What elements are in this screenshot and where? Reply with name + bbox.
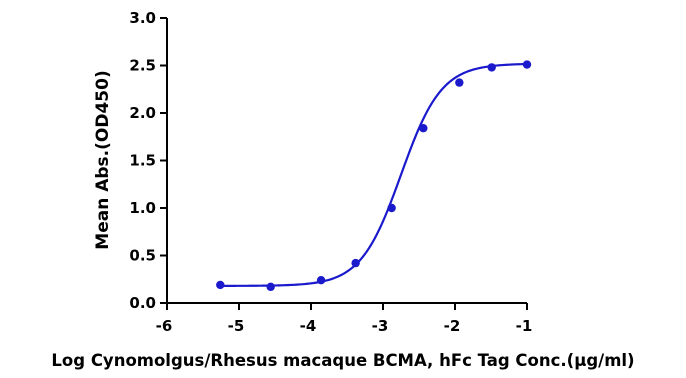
y-tick-label: 0.0 bbox=[129, 294, 156, 312]
x-tick-label: -5 bbox=[228, 317, 245, 335]
data-point bbox=[316, 276, 326, 285]
x-tick-label: -6 bbox=[156, 317, 173, 335]
x-tick-label: -1 bbox=[516, 317, 533, 335]
y-axis-ticks: 0.0 0.5 1.0 1.5 2.0 2.5 3.0 bbox=[129, 9, 167, 312]
data-point bbox=[216, 280, 225, 290]
y-axis-title: Mean Abs.(OD450) bbox=[93, 70, 113, 249]
data-point bbox=[487, 63, 496, 72]
x-tick-label: -2 bbox=[444, 317, 461, 335]
y-tick-label: 3.0 bbox=[129, 9, 156, 27]
data-point bbox=[351, 258, 360, 268]
y-tick-label: 0.5 bbox=[129, 247, 156, 265]
x-tick-label: -4 bbox=[300, 317, 317, 335]
y-tick-label: 2.5 bbox=[129, 57, 156, 75]
y-tick-label: 2.0 bbox=[129, 104, 156, 122]
x-axis-title: Log Cynomolgus/Rhesus macaque BCMA, hFc … bbox=[51, 351, 634, 370]
data-point bbox=[455, 78, 464, 87]
data-point bbox=[387, 203, 396, 213]
fit-curve bbox=[220, 62, 528, 287]
data-point bbox=[266, 282, 275, 292]
y-tick-label: 1.5 bbox=[129, 152, 156, 170]
y-tick-label: 1.0 bbox=[129, 199, 156, 217]
x-axis-ticks: -6 -5 -4 -3 -2 -1 bbox=[156, 303, 533, 335]
x-tick-label: -3 bbox=[372, 317, 389, 335]
data-points bbox=[216, 60, 532, 292]
data-point bbox=[419, 124, 428, 133]
data-point bbox=[522, 60, 532, 69]
